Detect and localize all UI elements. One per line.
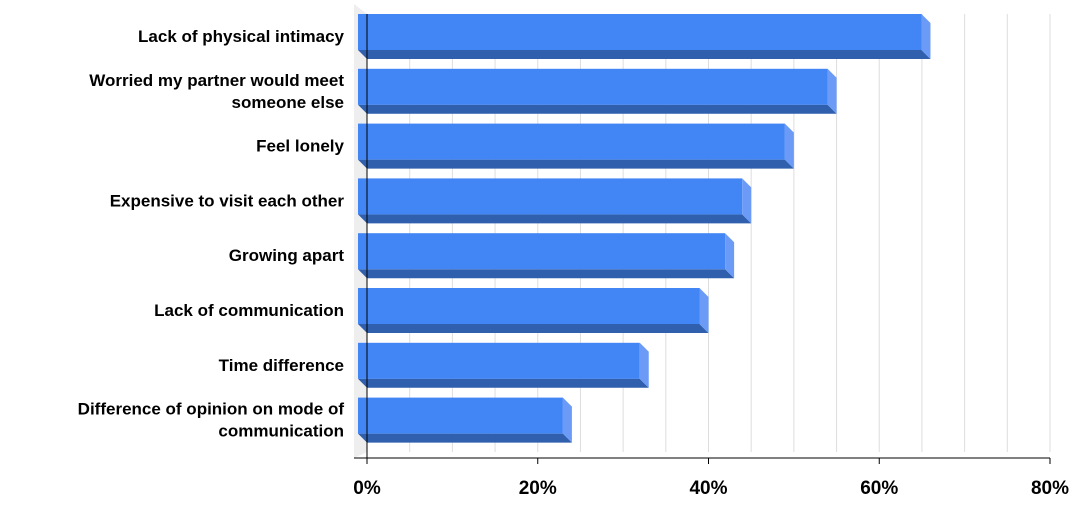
category-label: Time difference xyxy=(219,356,344,375)
bar-bottom-face xyxy=(358,214,752,224)
bar-end-face xyxy=(921,14,931,59)
x-tick-label: 80% xyxy=(1031,478,1069,499)
bar-bottom-face xyxy=(358,378,649,388)
category-label: Difference of opinion on mode of xyxy=(78,400,345,419)
bar xyxy=(358,288,709,333)
category-label: Feel lonely xyxy=(256,137,344,156)
category-label: someone else xyxy=(232,93,344,112)
x-tick-label: 60% xyxy=(860,478,898,499)
bar xyxy=(358,397,572,443)
bar-front xyxy=(358,14,922,50)
bar-bottom-face xyxy=(358,433,572,443)
bar-end-face xyxy=(827,68,837,114)
x-tick-labels: 0% 20% 40% 60% 80% xyxy=(353,478,1069,499)
category-label: Lack of communication xyxy=(154,301,344,320)
bar-front xyxy=(358,288,700,324)
bar xyxy=(358,68,837,114)
category-label: Lack of physical intimacy xyxy=(138,27,345,46)
bar-end-face xyxy=(639,342,649,388)
bar-front xyxy=(358,178,743,215)
grid-lines xyxy=(354,4,1051,458)
category-label: Expensive to visit each other xyxy=(110,191,345,210)
bar-end-face xyxy=(784,123,794,169)
bar-bottom-face xyxy=(358,324,709,333)
bar-end-face xyxy=(699,288,709,333)
bar xyxy=(358,233,735,279)
bar-front xyxy=(358,123,785,160)
x-tick-label: 0% xyxy=(353,478,381,499)
bar-bottom-face xyxy=(358,50,931,59)
bar-end-face xyxy=(742,178,752,224)
category-label: Growing apart xyxy=(229,246,345,265)
bar-bottom-face xyxy=(358,269,735,279)
bar xyxy=(358,342,649,388)
category-label: Worried my partner would meet xyxy=(89,71,344,90)
category-label: communication xyxy=(218,422,344,441)
bar-end-face xyxy=(725,233,735,279)
bar-bottom-face xyxy=(358,159,794,169)
bar-front xyxy=(358,342,640,379)
bar-end-face xyxy=(562,397,572,443)
bar xyxy=(358,14,931,59)
bar-front xyxy=(358,397,563,434)
bar xyxy=(358,178,752,224)
bar-front xyxy=(358,233,726,270)
bar-front xyxy=(358,68,828,105)
bars xyxy=(358,14,931,443)
axes xyxy=(354,14,1051,464)
bar-bottom-face xyxy=(358,104,837,114)
x-tick-label: 20% xyxy=(519,478,557,499)
category-labels: Lack of physical intimacy Worried my part… xyxy=(78,27,345,441)
bar xyxy=(358,123,794,169)
x-tick-label: 40% xyxy=(689,478,727,499)
